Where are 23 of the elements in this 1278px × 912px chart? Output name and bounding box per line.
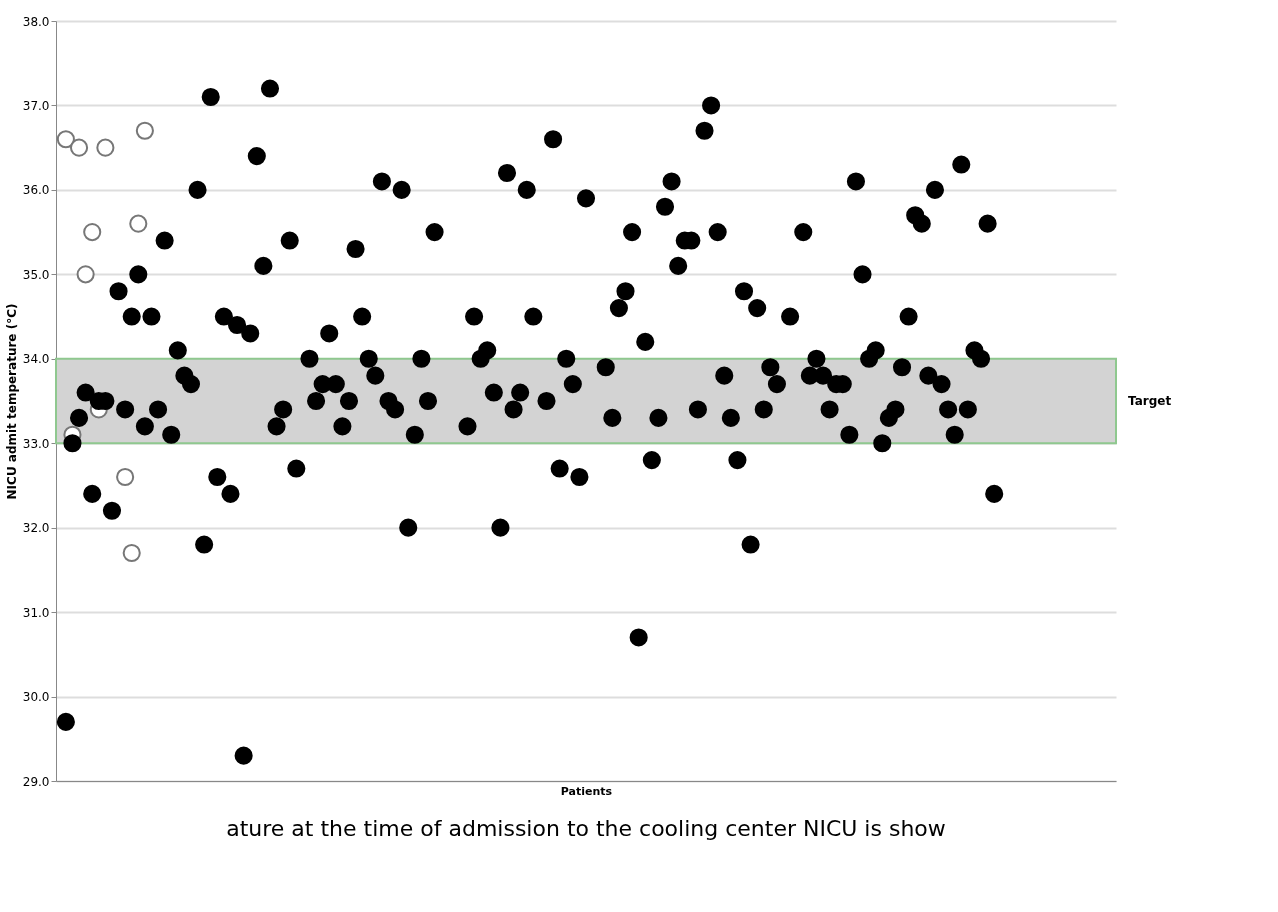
y-tick-label: 29.0 — [22, 774, 50, 789]
point — [122, 543, 141, 563]
point — [83, 223, 102, 242]
y-tick-label: 34.0 — [22, 352, 50, 367]
y-tick-label: 33.0 — [22, 436, 50, 451]
y-tick-label: 35.0 — [22, 267, 50, 282]
y-tick-label: 32.0 — [22, 521, 50, 536]
x-axis-title: Patients — [560, 784, 613, 798]
point — [96, 138, 115, 157]
point — [129, 214, 148, 233]
y-tick-label: 30.0 — [22, 690, 50, 705]
point — [76, 265, 95, 284]
point — [56, 130, 75, 149]
y-tick-label: 38.0 — [22, 14, 50, 29]
text: ature at the time of admission to the cooling center NICU is show — [226, 816, 946, 841]
y-tick-label: 31.0 — [22, 605, 50, 620]
point — [69, 138, 89, 157]
point — [135, 121, 154, 140]
point — [116, 467, 135, 487]
y-tick-label: 37.0 — [22, 98, 50, 113]
y-axis-title: NICU admit temperature (°C) — [4, 303, 19, 500]
y-tick-label: 36.0 — [22, 183, 50, 198]
band-label: Target — [1128, 394, 1172, 408]
